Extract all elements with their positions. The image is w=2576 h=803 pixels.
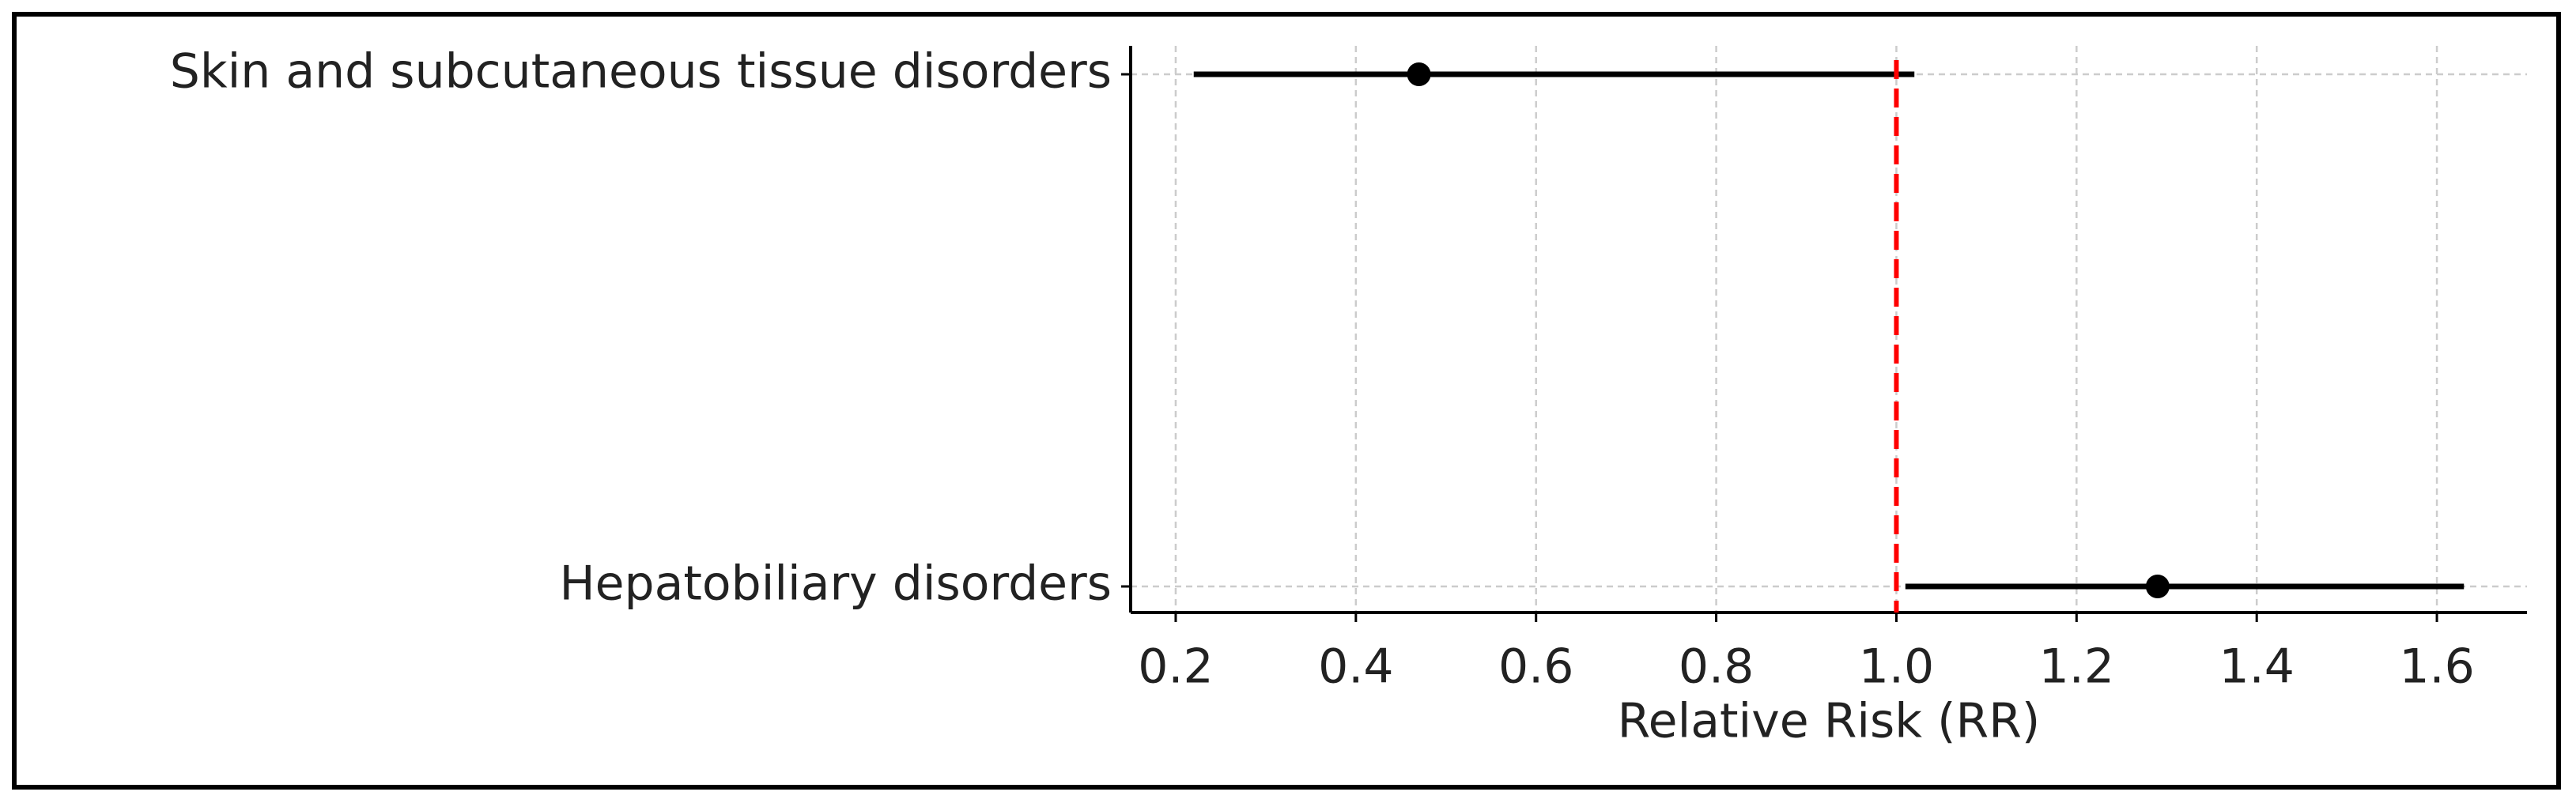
- y-tick-label: Hepatobiliary disorders: [560, 556, 1112, 612]
- x-tick-label: 1.6: [2399, 639, 2474, 695]
- point-estimate: [2145, 575, 2170, 598]
- x-axis-label: Relative Risk (RR): [1618, 694, 2041, 749]
- y-tick-label: Skin and subcutaneous tissue disorders: [170, 44, 1112, 100]
- frame: [12, 12, 2561, 790]
- x-tick-label: 0.2: [1138, 639, 1213, 695]
- x-tick-label: 0.8: [1679, 639, 1754, 695]
- point-estimate: [1407, 62, 1431, 86]
- x-tick-label: 1.0: [1859, 639, 1934, 695]
- x-tick-label: 0.4: [1318, 639, 1393, 695]
- x-tick-label: 1.2: [2039, 639, 2114, 695]
- x-tick-label: 1.4: [2219, 639, 2294, 695]
- x-tick-label: 0.6: [1498, 639, 1573, 695]
